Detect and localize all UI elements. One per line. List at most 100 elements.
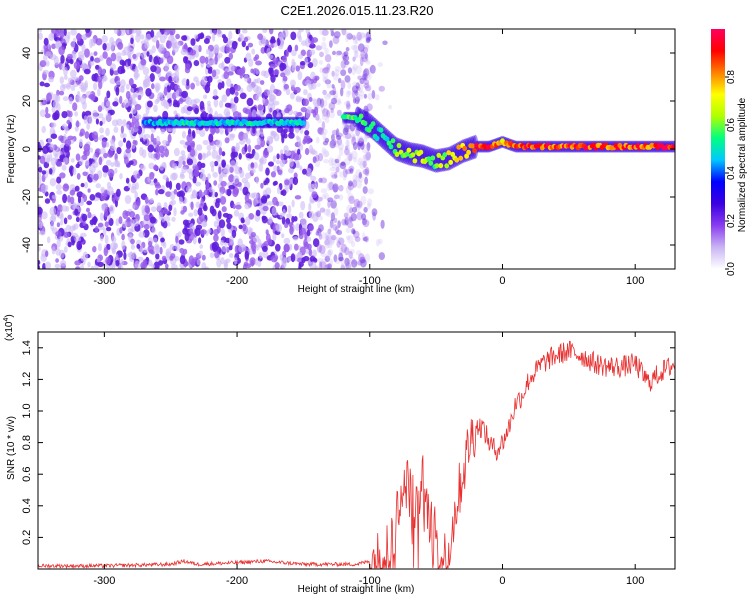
heatmap-cell xyxy=(142,259,148,266)
heatmap-cell xyxy=(290,92,295,100)
heatmap-cell xyxy=(342,54,350,62)
snr-x-tick-label: -100 xyxy=(359,575,381,587)
heatmap-cell xyxy=(305,37,311,48)
heatmap-cell xyxy=(55,258,59,263)
heatmap-cell xyxy=(299,61,306,66)
heatmap-cell xyxy=(63,231,70,238)
heatmap-cell xyxy=(50,133,58,139)
heatmap-cell xyxy=(174,69,180,79)
heatmap-cell xyxy=(247,163,252,172)
heatmap-cell xyxy=(336,240,341,248)
heatmap-cell xyxy=(163,202,168,209)
heatmap-cell xyxy=(70,85,76,91)
heatmap-cell xyxy=(265,229,269,236)
heatmap-cell xyxy=(268,161,274,167)
heatmap-cell xyxy=(355,86,361,91)
heatmap-cell xyxy=(63,66,68,77)
heatmap-cell xyxy=(234,84,241,92)
heatmap-cell xyxy=(116,52,122,58)
heatmap-cell xyxy=(348,250,353,259)
heatmap-cell xyxy=(317,200,321,209)
heatmap-cell xyxy=(311,183,318,189)
heatmap-cell xyxy=(101,75,108,82)
heatmap-cell xyxy=(338,184,344,192)
heatmap-cell xyxy=(319,98,325,108)
heatmap-cell xyxy=(318,215,324,221)
heatmap-cell xyxy=(346,33,353,40)
heatmap-cell xyxy=(347,182,354,191)
heatmap-cell xyxy=(315,113,320,121)
heatmap-cell xyxy=(209,161,215,168)
heatmap-cell xyxy=(162,110,169,120)
heatmap-cell xyxy=(396,142,402,149)
heatmap-cell xyxy=(99,148,106,155)
heatmap-cell xyxy=(277,169,283,176)
heatmap-cell xyxy=(362,54,369,64)
heatmap-cell xyxy=(171,216,176,222)
heatmap-cell xyxy=(205,180,210,190)
heatmap-cell xyxy=(212,143,216,152)
heatmap-cell xyxy=(49,143,55,151)
heatmap-cell xyxy=(444,163,450,169)
heatmap-ridge-cells xyxy=(141,106,675,173)
heatmap-cell xyxy=(106,90,111,99)
heatmap-cell xyxy=(67,77,73,83)
heatmap-cell xyxy=(356,140,364,147)
heatmap-cell xyxy=(356,200,363,208)
heatmap-cell xyxy=(309,49,316,56)
heatmap-cell xyxy=(308,97,313,102)
heatmap-cell xyxy=(95,118,99,125)
heatmap-cell xyxy=(54,263,61,269)
heatmap-cell xyxy=(122,137,127,143)
heatmap-cell xyxy=(181,154,186,161)
heatmap-cell xyxy=(319,51,324,58)
heatmap-cell xyxy=(75,163,80,169)
heatmap-cell xyxy=(173,189,178,195)
heatmap-cell xyxy=(247,42,254,48)
heatmap-cell xyxy=(252,192,259,200)
heatmap-cell xyxy=(324,264,331,269)
heatmap-cell xyxy=(194,227,201,237)
snr-y-tick-label: 0.2 xyxy=(21,530,33,545)
heatmap-cell xyxy=(97,113,104,119)
heatmap-cell xyxy=(289,226,294,235)
heatmap-cell xyxy=(193,44,200,51)
heatmap-cell xyxy=(259,111,265,117)
heatmap-cell xyxy=(200,198,204,207)
heatmap-cell xyxy=(115,218,120,227)
heatmap-cell xyxy=(219,127,224,135)
heatmap-cell xyxy=(136,173,141,179)
snr-y-tick-label: 1.2 xyxy=(21,372,33,387)
heatmap-cell xyxy=(83,181,89,189)
heatmap-cell xyxy=(344,75,351,83)
heatmap-cell xyxy=(149,197,154,204)
heatmap-cell xyxy=(348,180,353,187)
heatmap-cell xyxy=(221,151,226,157)
heatmap-cell xyxy=(308,224,314,232)
heatmap-cell xyxy=(227,71,234,76)
heatmap-cell xyxy=(310,175,317,182)
heatmap-cell xyxy=(185,63,191,71)
heatmap-cell xyxy=(119,173,123,180)
heatmap-cell xyxy=(94,57,101,63)
heatmap-cell xyxy=(62,84,69,89)
heatmap-cell xyxy=(155,253,160,260)
heatmap-cell xyxy=(180,106,186,114)
heatmap-cell xyxy=(240,34,245,42)
heatmap-cell xyxy=(113,126,119,133)
heatmap-cell xyxy=(364,79,370,85)
heatmap-cell xyxy=(211,150,219,159)
heatmap-cell xyxy=(153,104,158,113)
heatmap-cell xyxy=(146,100,153,108)
heatmap-cell xyxy=(273,180,278,186)
heatmap-cell xyxy=(323,77,330,83)
heatmap-cell xyxy=(351,133,356,143)
heatmap-cell xyxy=(300,49,306,57)
heatmap-cell xyxy=(356,211,363,221)
heatmap-cell xyxy=(242,29,248,34)
heatmap-cell xyxy=(345,90,351,98)
heatmap-cell xyxy=(357,173,364,183)
heatmap-cell xyxy=(326,208,331,217)
